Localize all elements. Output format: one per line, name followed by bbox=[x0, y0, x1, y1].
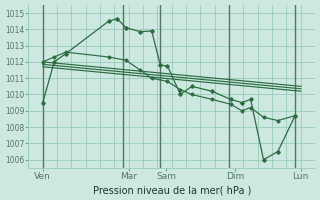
X-axis label: Pression niveau de la mer( hPa ): Pression niveau de la mer( hPa ) bbox=[92, 185, 251, 195]
